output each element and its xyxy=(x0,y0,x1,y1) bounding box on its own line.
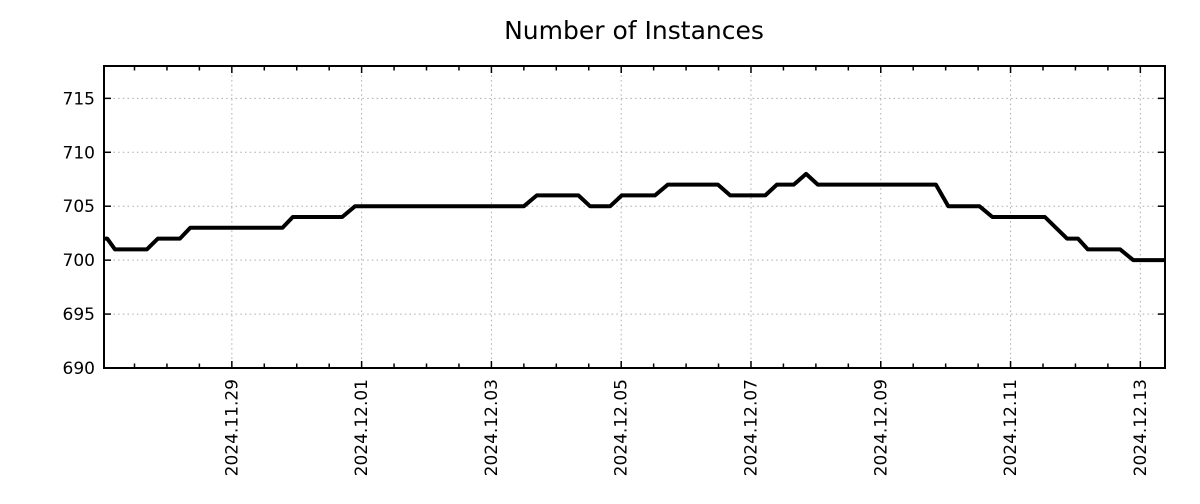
y-tick-label-710: 710 xyxy=(63,143,95,163)
y-tick-label-705: 705 xyxy=(63,197,95,217)
x-tick-label-2024.12.05: 2024.12.05 xyxy=(612,379,632,476)
plot-border xyxy=(103,65,1166,369)
series-line-instances xyxy=(104,171,1165,263)
y-tick-label-700: 700 xyxy=(63,251,95,271)
x-tick-label-2024.12.07: 2024.12.07 xyxy=(741,379,761,476)
chart-title: Number of Instances xyxy=(504,16,764,45)
data-series xyxy=(104,171,1165,263)
x-tick-label-2024.12.11: 2024.12.11 xyxy=(1001,379,1021,476)
gridlines xyxy=(104,66,1165,368)
y-tick-label-695: 695 xyxy=(63,305,95,325)
y-tick-label-690: 690 xyxy=(63,359,95,379)
x-tick-label-2024.12.13: 2024.12.13 xyxy=(1131,379,1151,476)
x-tick-label-2024.11.29: 2024.11.29 xyxy=(222,379,242,476)
x-tick-label-2024.12.01: 2024.12.01 xyxy=(352,379,372,476)
y-tick-label-715: 715 xyxy=(63,89,95,109)
x-tick-label-2024.12.03: 2024.12.03 xyxy=(482,379,502,476)
tick-labels: 690 695 700 705 710 715 2024.11.29 2024.12.01 20… xyxy=(63,89,1151,476)
x-tick-label-2024.12.09: 2024.12.09 xyxy=(871,379,891,476)
